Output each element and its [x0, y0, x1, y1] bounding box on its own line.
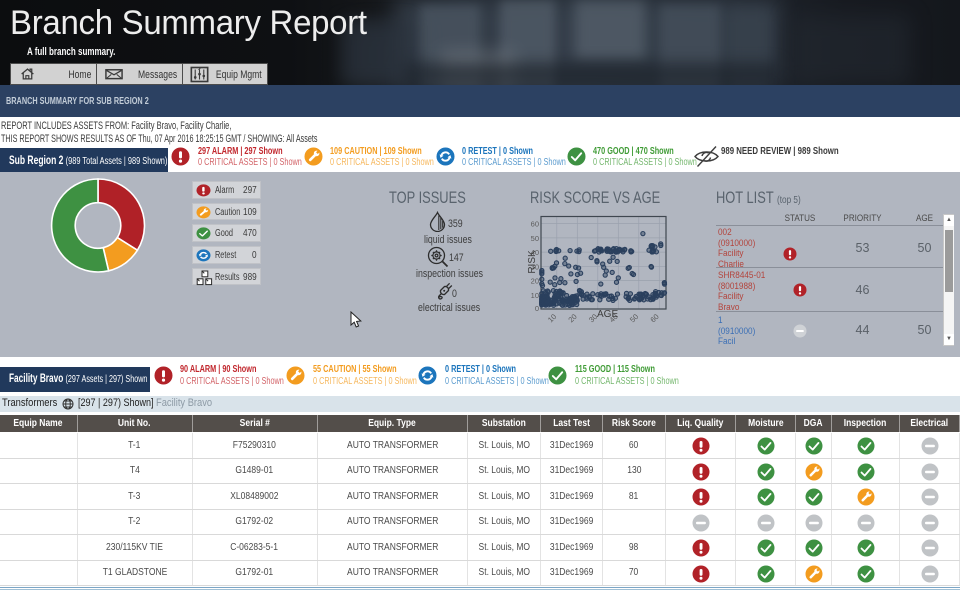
svg-text:10: 10: [531, 291, 539, 300]
svg-text:50: 50: [628, 312, 640, 324]
svg-text:AGE: AGE: [597, 309, 618, 320]
svg-text:10: 10: [546, 312, 558, 324]
svg-text:30: 30: [531, 262, 539, 271]
svg-text:RISK: RISK: [527, 250, 538, 274]
svg-text:0: 0: [535, 304, 539, 313]
svg-text:40: 40: [531, 248, 539, 257]
svg-text:60: 60: [531, 220, 539, 229]
svg-text:60: 60: [648, 312, 660, 324]
svg-text:20: 20: [566, 312, 578, 324]
svg-text:20: 20: [531, 277, 539, 286]
svg-text:50: 50: [531, 234, 539, 243]
